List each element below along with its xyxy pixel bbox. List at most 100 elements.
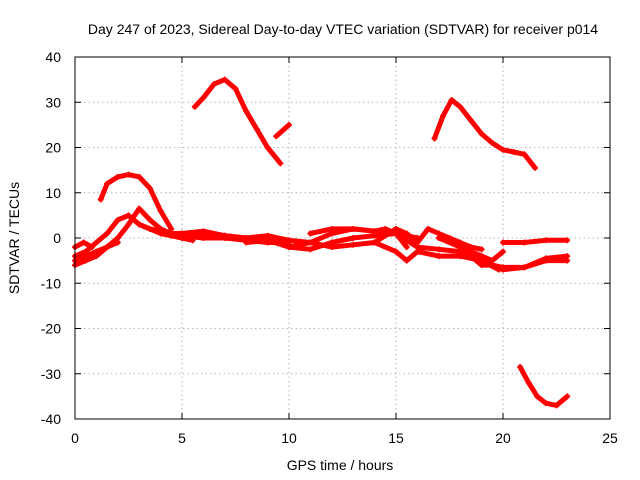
- y-tick-label: -40: [41, 411, 61, 427]
- data-point: [382, 225, 389, 232]
- data-point: [136, 173, 143, 180]
- series-group: [72, 76, 571, 409]
- x-tick-label: 25: [602, 430, 618, 446]
- data-point: [414, 239, 421, 246]
- data-point: [264, 144, 271, 151]
- series-track-8: [273, 122, 292, 139]
- data-point: [350, 235, 357, 241]
- data-point: [191, 103, 198, 110]
- series-track-17: [500, 237, 570, 245]
- data-point: [211, 81, 218, 88]
- data-point: [243, 108, 250, 115]
- data-point: [457, 244, 464, 251]
- data-point: [104, 230, 111, 237]
- data-point: [510, 149, 517, 156]
- series-track-18: [517, 364, 570, 408]
- data-point: [478, 130, 485, 137]
- x-tick-label: 10: [281, 430, 297, 446]
- data-point: [243, 239, 250, 246]
- data-point: [542, 255, 549, 262]
- data-point: [136, 221, 143, 228]
- data-point: [328, 225, 335, 232]
- x-tick-label: 20: [495, 430, 511, 446]
- data-point: [157, 207, 164, 214]
- data-point: [168, 225, 175, 232]
- series-track-18-points: [517, 363, 571, 409]
- data-point: [564, 253, 571, 260]
- y-tick-label: -10: [41, 275, 61, 291]
- data-point: [467, 117, 474, 124]
- data-point: [534, 393, 541, 400]
- axis-ticks: 0 5 10 15 20 25 -40 -30 -20 -10 0 10 20 30 40: [41, 49, 618, 446]
- data-point: [403, 244, 410, 251]
- y-tick-label: 0: [53, 230, 61, 246]
- data-point: [82, 253, 89, 260]
- data-point: [286, 121, 292, 128]
- data-point: [200, 235, 207, 241]
- data-point: [146, 225, 153, 232]
- data-point: [532, 164, 539, 171]
- y-tick-label: 30: [45, 94, 61, 110]
- series-track-15-points: [435, 235, 506, 264]
- data-point: [435, 235, 442, 241]
- data-point: [414, 248, 421, 255]
- series-track-11: [286, 226, 485, 252]
- y-tick-label: 20: [45, 140, 61, 156]
- data-point: [500, 146, 506, 153]
- y-axis-label: SDTVAR / TECUs: [6, 182, 22, 294]
- data-point: [500, 248, 506, 255]
- data-point: [500, 239, 506, 246]
- data-point: [478, 262, 485, 269]
- data-point: [521, 239, 528, 246]
- y-tick-label: 10: [45, 185, 61, 201]
- x-tick-label: 5: [178, 430, 186, 446]
- data-point: [168, 232, 175, 239]
- data-point: [553, 402, 560, 409]
- series-track-17-points: [500, 237, 571, 246]
- data-point: [542, 400, 549, 407]
- data-point: [564, 393, 571, 400]
- data-point: [307, 230, 314, 237]
- data-point: [114, 173, 121, 180]
- series-track-12-points: [307, 225, 410, 251]
- data-point: [93, 239, 100, 246]
- data-point: [221, 232, 228, 239]
- data-point: [80, 239, 87, 246]
- data-point: [457, 103, 464, 110]
- data-point: [393, 230, 399, 237]
- data-point: [525, 379, 532, 386]
- data-point: [136, 205, 143, 212]
- data-point: [221, 76, 228, 83]
- data-point: [273, 133, 280, 140]
- data-point: [500, 266, 506, 273]
- data-point: [307, 246, 314, 253]
- data-point: [146, 185, 153, 192]
- data-point: [521, 151, 528, 158]
- data-point: [125, 212, 132, 219]
- data-point: [564, 237, 571, 244]
- series-track-6-points: [136, 221, 196, 244]
- series-track-14: [432, 97, 538, 171]
- data-point: [114, 239, 121, 246]
- data-point: [125, 221, 132, 228]
- data-point: [114, 216, 121, 223]
- data-point: [189, 237, 196, 244]
- series-track-7: [192, 77, 283, 166]
- y-tick-label: 40: [45, 49, 61, 65]
- data-point: [328, 244, 335, 251]
- data-point: [286, 244, 292, 251]
- data-point: [232, 85, 239, 92]
- grid: [75, 57, 610, 419]
- data-point: [440, 112, 447, 119]
- data-point: [350, 225, 357, 232]
- data-point: [104, 244, 111, 251]
- data-point: [521, 264, 528, 271]
- y-tick-label: -20: [41, 321, 61, 337]
- data-point: [200, 94, 207, 101]
- data-point: [200, 228, 207, 235]
- data-point: [403, 257, 410, 264]
- data-point: [435, 253, 442, 260]
- data-point: [489, 262, 496, 269]
- series-track-16-points: [467, 253, 571, 273]
